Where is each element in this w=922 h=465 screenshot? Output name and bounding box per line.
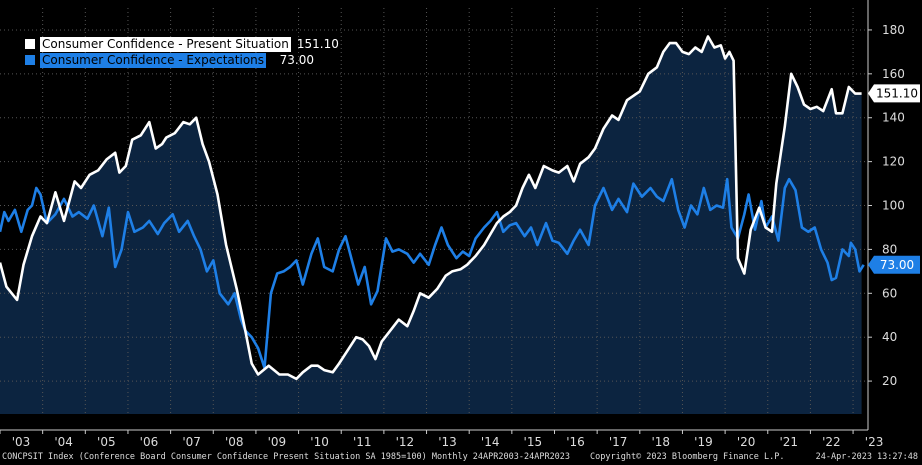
grid-layer <box>0 8 868 414</box>
x-tick-label: '06 <box>140 435 159 449</box>
legend-label: Consumer Confidence - Present Situation <box>40 36 291 52</box>
legend-value: 73.00 <box>279 52 315 67</box>
y-tick-label: 100 <box>882 199 905 213</box>
footer: CONCPSIT Index (Conference Board Consume… <box>0 450 922 465</box>
last-value-tag <box>868 84 920 103</box>
last-value-labels: 151.10 73.00 <box>868 84 920 274</box>
last-value-text: 151.10 <box>876 86 918 100</box>
footer-copyright: Copyright© 2023 Bloomberg Finance L.P. <box>590 452 785 462</box>
last-value-text: 73.00 <box>880 258 914 272</box>
axes: 20 40 60 80 100 120 140 160 180 '03 '04 '05 '06 '07 '0… <box>0 0 905 449</box>
x-tick-label: '09 <box>268 435 287 449</box>
x-tick-label: '21 <box>779 435 798 449</box>
legend-label: Consumer Confidence - Expectations <box>40 52 267 68</box>
legend-swatch-blue <box>25 55 35 65</box>
x-tick-label: '22 <box>822 435 841 449</box>
x-tick-label: '03 <box>12 435 31 449</box>
legend-item-present-situation: Consumer Confidence - Present Situation … <box>25 36 339 52</box>
x-tick-label: '20 <box>737 435 756 449</box>
y-tick-label: 80 <box>882 242 897 256</box>
y-tick-label: 140 <box>882 111 905 125</box>
y-tick-label: 60 <box>882 286 897 300</box>
y-tick-label: 20 <box>882 374 897 388</box>
legend-value: 151.10 <box>296 36 339 51</box>
footer-timestamp: 24-Apr-2023 13:27:48 <box>815 452 918 462</box>
y-tick-label: 160 <box>882 67 905 81</box>
legend-swatch-white <box>25 39 35 49</box>
footer-description: CONCPSIT Index (Conference Board Consume… <box>2 452 571 462</box>
x-tick-label: '10 <box>310 435 329 449</box>
x-tick-label: '12 <box>396 435 415 449</box>
x-tick-label: '04 <box>54 435 73 449</box>
x-tick-label: '14 <box>481 435 500 449</box>
last-value-expectations: 73.00 <box>868 255 920 274</box>
x-tick-label: '16 <box>566 435 585 449</box>
series-line-expectations <box>0 177 865 370</box>
y-tick-label: 40 <box>882 330 897 344</box>
y-tick-label: 120 <box>882 155 905 169</box>
x-tick-label: '07 <box>182 435 201 449</box>
x-tick-label: '18 <box>652 435 671 449</box>
x-tick-label: '17 <box>609 435 628 449</box>
x-tick-label: '08 <box>225 435 244 449</box>
y-tick-label: 180 <box>882 23 905 37</box>
area-fill <box>0 36 862 414</box>
area-fill-layer <box>0 36 862 414</box>
series-line-present-situation <box>0 35 862 381</box>
x-tick-label: '23 <box>865 435 884 449</box>
x-tick-label: '11 <box>353 435 372 449</box>
x-tick-label: '15 <box>524 435 543 449</box>
x-tick-label: '19 <box>694 435 713 449</box>
last-value-present: 151.10 <box>868 84 920 103</box>
last-value-tag <box>868 255 920 274</box>
x-tick-label: '05 <box>97 435 116 449</box>
legend: Consumer Confidence - Present Situation … <box>25 36 339 68</box>
series-lines <box>0 35 865 381</box>
legend-item-expectations: Consumer Confidence - Expectations 73.00 <box>25 52 339 68</box>
x-tick-label: '13 <box>438 435 457 449</box>
